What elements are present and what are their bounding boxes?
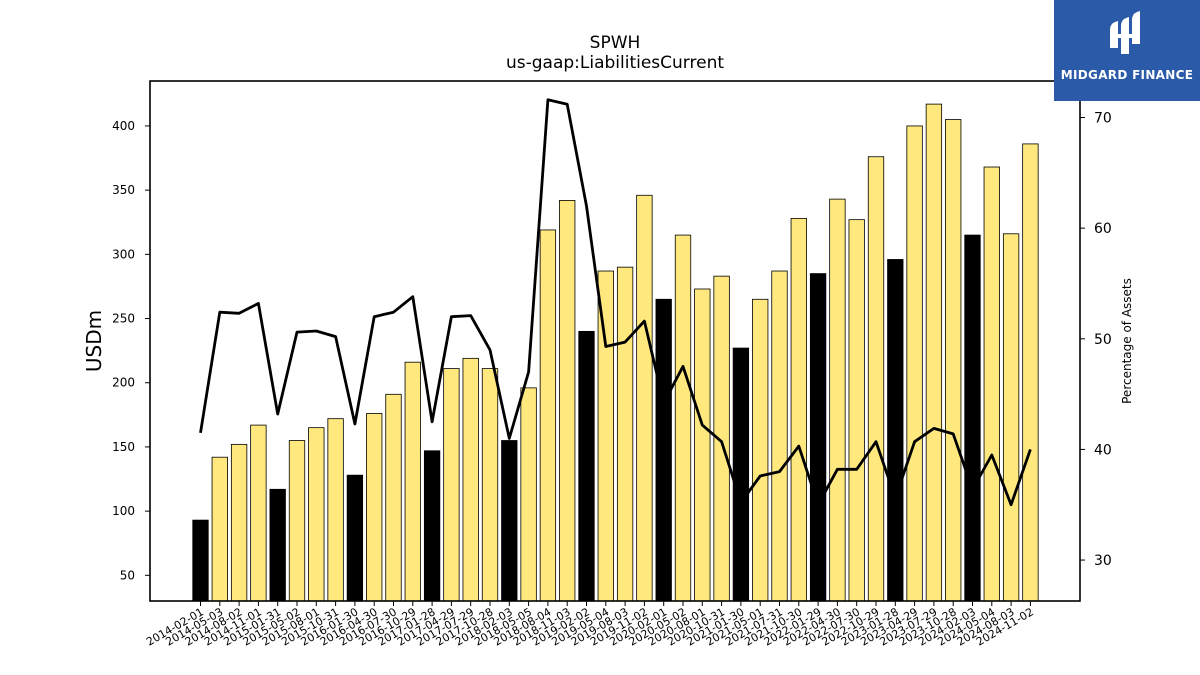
- bar-2015-08-01: [308, 427, 325, 602]
- bar-2014-05-03: [211, 456, 228, 602]
- bar-2015-05-02: [288, 440, 306, 602]
- bar-2018-05-05: [520, 387, 537, 602]
- chart-title: SPWH: [590, 33, 641, 53]
- y2-tick-label: 50: [1094, 332, 1112, 348]
- y2-tick-label: 30: [1094, 553, 1112, 569]
- bar-2017-07-29: [462, 357, 479, 602]
- y-tick-label: 100: [112, 504, 135, 518]
- bar-2018-08-04: [539, 229, 557, 602]
- bar-2022-10-29: [867, 156, 885, 602]
- logo-text: MIDGARD FINANCE: [1060, 68, 1194, 82]
- bar-2016-10-29: [404, 361, 421, 602]
- bar-2020-02-01: [655, 298, 672, 602]
- y-tick-label: 400: [112, 119, 135, 133]
- bar-2024-05-04: [983, 166, 1000, 602]
- percentage-of-assets-line: [199, 98, 1032, 507]
- bar-2017-04-29: [443, 368, 460, 602]
- y2-axis-label: Percentage of Assets: [1120, 278, 1134, 404]
- bar-2024-08-03: [1002, 233, 1020, 602]
- percentage-line-series: [199, 98, 1032, 507]
- bar-2023-07-29: [925, 103, 943, 602]
- y-axis-left: 50 100 150 200 250 300 350 400: [112, 119, 150, 582]
- bar-2024-11-02: [1022, 143, 1039, 602]
- y2-tick-label: 40: [1094, 442, 1112, 458]
- bar-2021-05-01: [752, 298, 769, 602]
- bar-2016-01-30: [346, 474, 364, 602]
- bar-2016-04-30: [366, 413, 383, 602]
- bar-2020-05-02: [674, 234, 692, 602]
- bar-2015-10-31: [327, 418, 344, 602]
- y-axis-label: USDm: [82, 310, 106, 372]
- bar-2019-02-02: [578, 330, 595, 602]
- bar-2021-10-30: [790, 217, 807, 602]
- bar-2014-11-01: [250, 424, 267, 602]
- bar-2023-04-29: [906, 125, 923, 602]
- bar-2019-11-02: [636, 194, 653, 602]
- bar-2017-01-28: [423, 450, 441, 602]
- bar-series: [192, 103, 1039, 602]
- bar-2020-08-01: [694, 288, 711, 602]
- bar-2021-07-31: [771, 270, 788, 602]
- y-tick-label: 300: [112, 247, 135, 261]
- bar-2014-08-02: [230, 443, 248, 602]
- bar-2024-02-03: [964, 234, 981, 602]
- bar-2019-08-03: [616, 266, 634, 602]
- y2-tick-label: 60: [1094, 221, 1112, 237]
- bar-2021-01-30: [732, 347, 750, 602]
- midgard-finance-logo: MIDGARD FINANCE: [1054, 0, 1200, 101]
- bar-2014-02-01: [192, 519, 209, 602]
- bar-2018-11-03: [559, 200, 576, 602]
- y-tick-label: 250: [112, 312, 135, 326]
- x-axis: 2014-02-012014-05-032014-08-022014-11-01…: [144, 601, 1036, 649]
- bar-2023-10-28: [945, 119, 962, 602]
- bar-2022-07-30: [848, 219, 865, 602]
- plot-area: [149, 80, 1081, 602]
- bar-2022-01-29: [809, 273, 827, 602]
- midgard-logo-icon: [1110, 11, 1140, 54]
- y2-tick-label: 70: [1094, 111, 1112, 127]
- bar-2017-10-28: [481, 368, 499, 602]
- y-axis-right: 30 40 50 60 70: [1080, 111, 1112, 569]
- y-tick-label: 200: [112, 376, 135, 390]
- y-tick-label: 350: [112, 183, 135, 197]
- bar-2019-05-04: [597, 270, 614, 602]
- bar-2016-07-30: [385, 393, 402, 602]
- y-tick-label: 150: [112, 440, 135, 454]
- bar-2023-01-28: [887, 259, 904, 602]
- bar-2015-01-31: [269, 488, 286, 602]
- bar-2022-04-30: [829, 198, 846, 602]
- chart-subtitle: us-gaap:LiabilitiesCurrent: [506, 53, 724, 73]
- bar-2018-02-03: [501, 440, 518, 602]
- y-tick-label: 50: [120, 568, 135, 582]
